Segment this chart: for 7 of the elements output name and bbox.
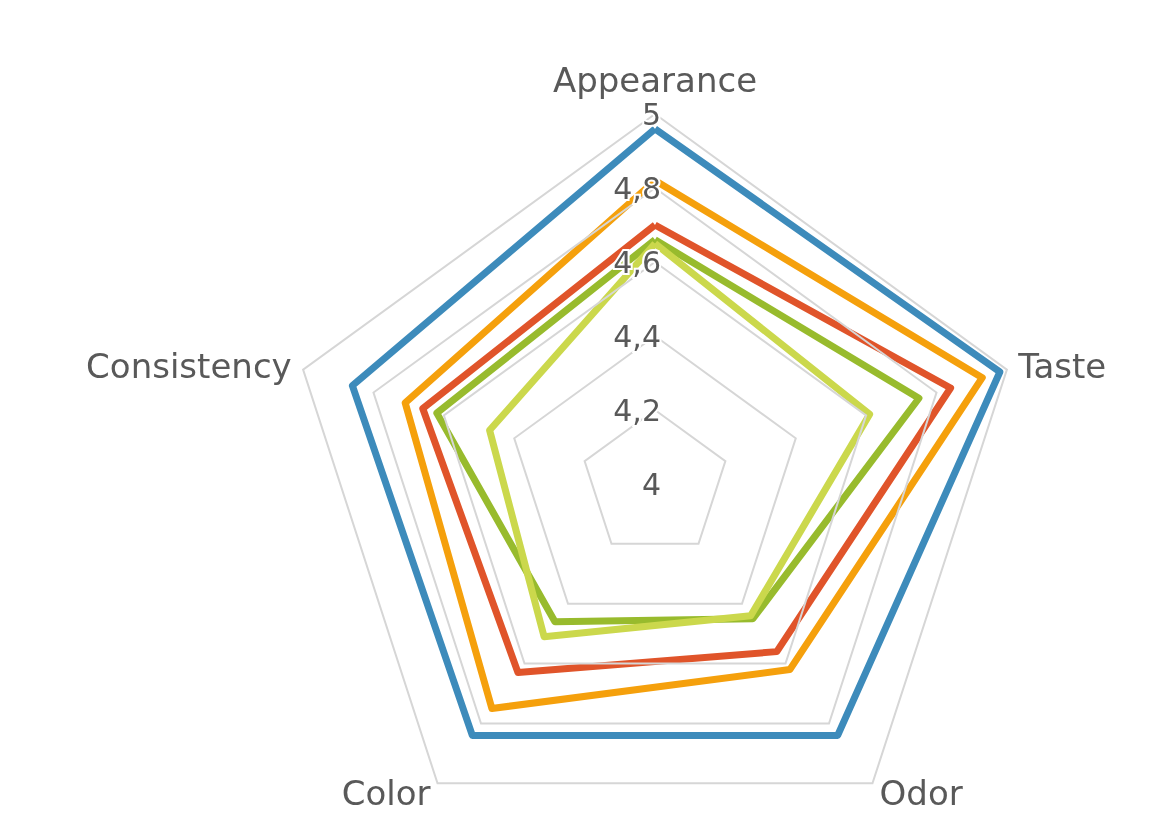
spoke-label: Taste xyxy=(1017,345,1107,386)
y-tick-label: 4,4 xyxy=(613,318,661,354)
y-tick-label: 4,2 xyxy=(613,392,661,428)
spoke-label: Consistency xyxy=(86,345,292,386)
spoke-label: Odor xyxy=(879,773,963,814)
spoke-label: Color xyxy=(341,773,431,814)
y-tick-label: 4 xyxy=(641,466,661,502)
